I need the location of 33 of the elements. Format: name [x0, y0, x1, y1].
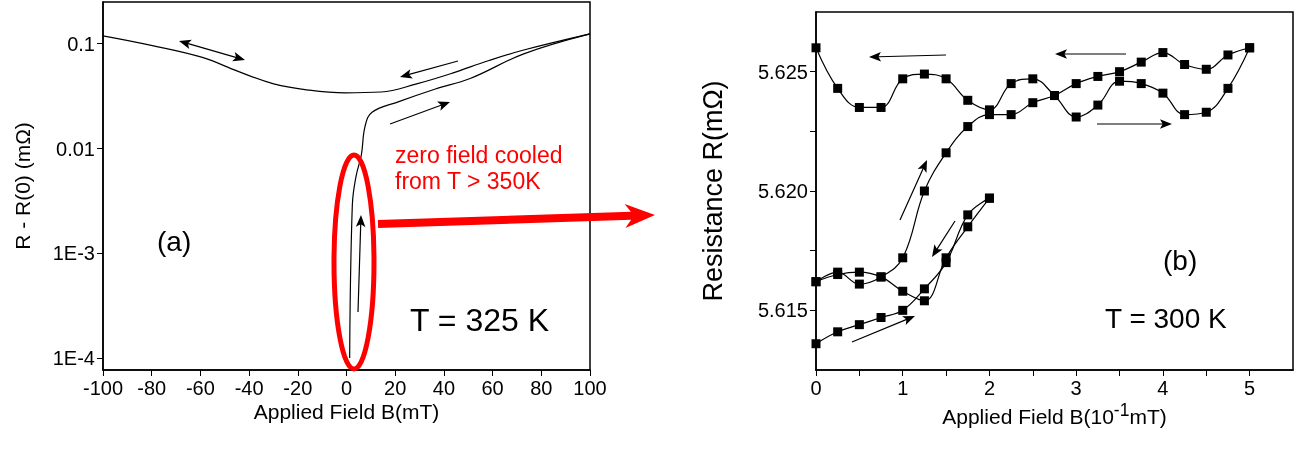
x-tick-label: 3: [1070, 377, 1082, 399]
annotation: zero field cooled from T > 350K: [395, 142, 563, 195]
y-tick-label: 0.1: [67, 32, 95, 55]
y-tick-label: 0.01: [56, 137, 95, 160]
x-tick-label: 4: [1157, 377, 1169, 399]
x-tick-label: 0: [810, 377, 822, 399]
y-tick-label: 1E-3: [52, 242, 95, 265]
x-tick-label: 1: [897, 377, 909, 399]
x-axis-title: Applied Field B(mT): [253, 400, 440, 424]
y-axis-title: R - R(0) (mΩ): [11, 122, 34, 250]
x-tick-label: 0: [340, 377, 353, 399]
x-tick-label: -60: [185, 377, 215, 399]
x-tick-label: 20: [384, 377, 407, 399]
annotation: (b): [1163, 245, 1198, 278]
y-tick-label: 1E-4: [52, 347, 95, 370]
x-tick-label: -40: [234, 377, 264, 399]
y-tick-label: 5.620: [757, 180, 808, 202]
x-tick-label: -20: [283, 377, 313, 399]
y-tick-label: 5.625: [757, 60, 808, 83]
annotation: T = 325 K: [410, 302, 550, 339]
x-axis-title: Applied Field B(10$^{-1}$mT): [942, 400, 1167, 429]
x-tick-label: 40: [432, 377, 456, 399]
x-tick-label: -100: [82, 377, 124, 399]
x-tick-label: -80: [137, 377, 167, 399]
x-tick-label: 60: [481, 377, 504, 399]
annotation: T = 300 K: [1105, 303, 1227, 336]
x-tick-label: 2: [983, 377, 996, 399]
x-tick-label: 5: [1244, 377, 1256, 399]
x-tick-label: 100: [573, 377, 607, 399]
y-axis-title: Resistance R(mΩ): [697, 80, 728, 302]
x-tick-label: 80: [530, 377, 553, 399]
y-tick-label: 5.615: [757, 299, 808, 322]
annotation: (a): [157, 226, 192, 259]
